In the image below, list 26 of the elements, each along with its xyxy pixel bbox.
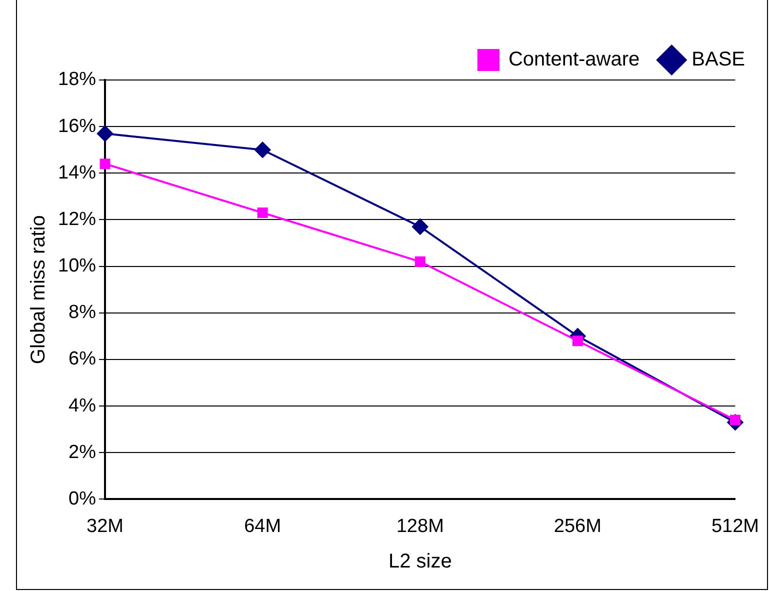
legend-label: Content-aware [508, 48, 640, 71]
x-tick-label: 128M [396, 516, 444, 537]
legend-label: BASE [692, 48, 745, 71]
y-tick-label: 12% [58, 208, 96, 230]
point [100, 158, 110, 170]
x-tick-label: 32M [86, 516, 124, 537]
x-tick-label: 64M [244, 516, 282, 537]
y-tick-label: 8% [68, 302, 96, 324]
y-tick-label: 2% [68, 442, 96, 463]
y-tick-label: 18% [58, 69, 96, 90]
point [412, 218, 428, 235]
point [257, 208, 268, 218]
x-axis-title: L2 size [388, 550, 452, 573]
y-tick-label: 10% [58, 256, 96, 277]
point [572, 336, 583, 346]
point [414, 256, 426, 267]
y-tick-label: 16% [58, 116, 96, 137]
y-tick-label: 4% [68, 395, 96, 416]
point [97, 126, 114, 142]
point [254, 142, 271, 158]
y-tick-label: 14% [58, 162, 96, 184]
y-tick-label: 6% [68, 348, 96, 370]
y-axis-title: Global miss ratio [28, 215, 50, 364]
x-tick-label: 512M [711, 516, 759, 537]
y-tick-label: 0% [68, 488, 96, 510]
x-tick-label: 256M [554, 516, 602, 537]
